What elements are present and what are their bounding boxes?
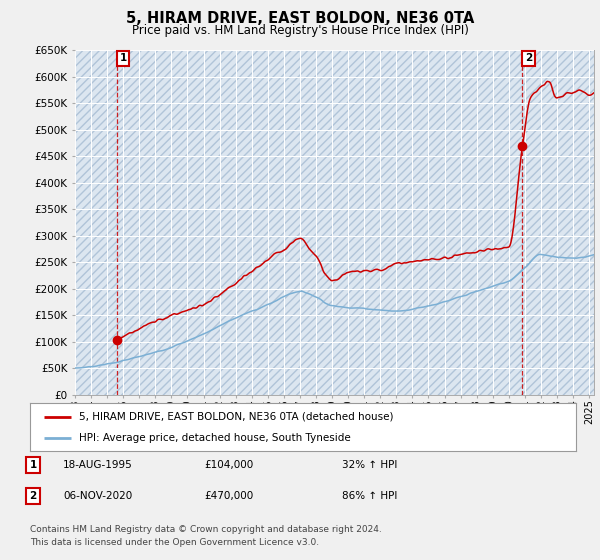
Text: 5, HIRAM DRIVE, EAST BOLDON, NE36 0TA: 5, HIRAM DRIVE, EAST BOLDON, NE36 0TA xyxy=(126,11,474,26)
Text: 2: 2 xyxy=(525,53,532,63)
Text: Price paid vs. HM Land Registry's House Price Index (HPI): Price paid vs. HM Land Registry's House … xyxy=(131,24,469,36)
Text: Contains HM Land Registry data © Crown copyright and database right 2024.: Contains HM Land Registry data © Crown c… xyxy=(30,525,382,534)
Text: 86% ↑ HPI: 86% ↑ HPI xyxy=(342,491,397,501)
Text: This data is licensed under the Open Government Licence v3.0.: This data is licensed under the Open Gov… xyxy=(30,538,319,547)
Text: £470,000: £470,000 xyxy=(204,491,253,501)
Text: £104,000: £104,000 xyxy=(204,460,253,470)
Text: 5, HIRAM DRIVE, EAST BOLDON, NE36 0TA (detached house): 5, HIRAM DRIVE, EAST BOLDON, NE36 0TA (d… xyxy=(79,412,394,422)
Text: 32% ↑ HPI: 32% ↑ HPI xyxy=(342,460,397,470)
Text: HPI: Average price, detached house, South Tyneside: HPI: Average price, detached house, Sout… xyxy=(79,433,351,444)
Text: 2: 2 xyxy=(29,491,37,501)
Text: 18-AUG-1995: 18-AUG-1995 xyxy=(63,460,133,470)
Text: 1: 1 xyxy=(119,53,127,63)
Text: 1: 1 xyxy=(29,460,37,470)
Text: 06-NOV-2020: 06-NOV-2020 xyxy=(63,491,132,501)
